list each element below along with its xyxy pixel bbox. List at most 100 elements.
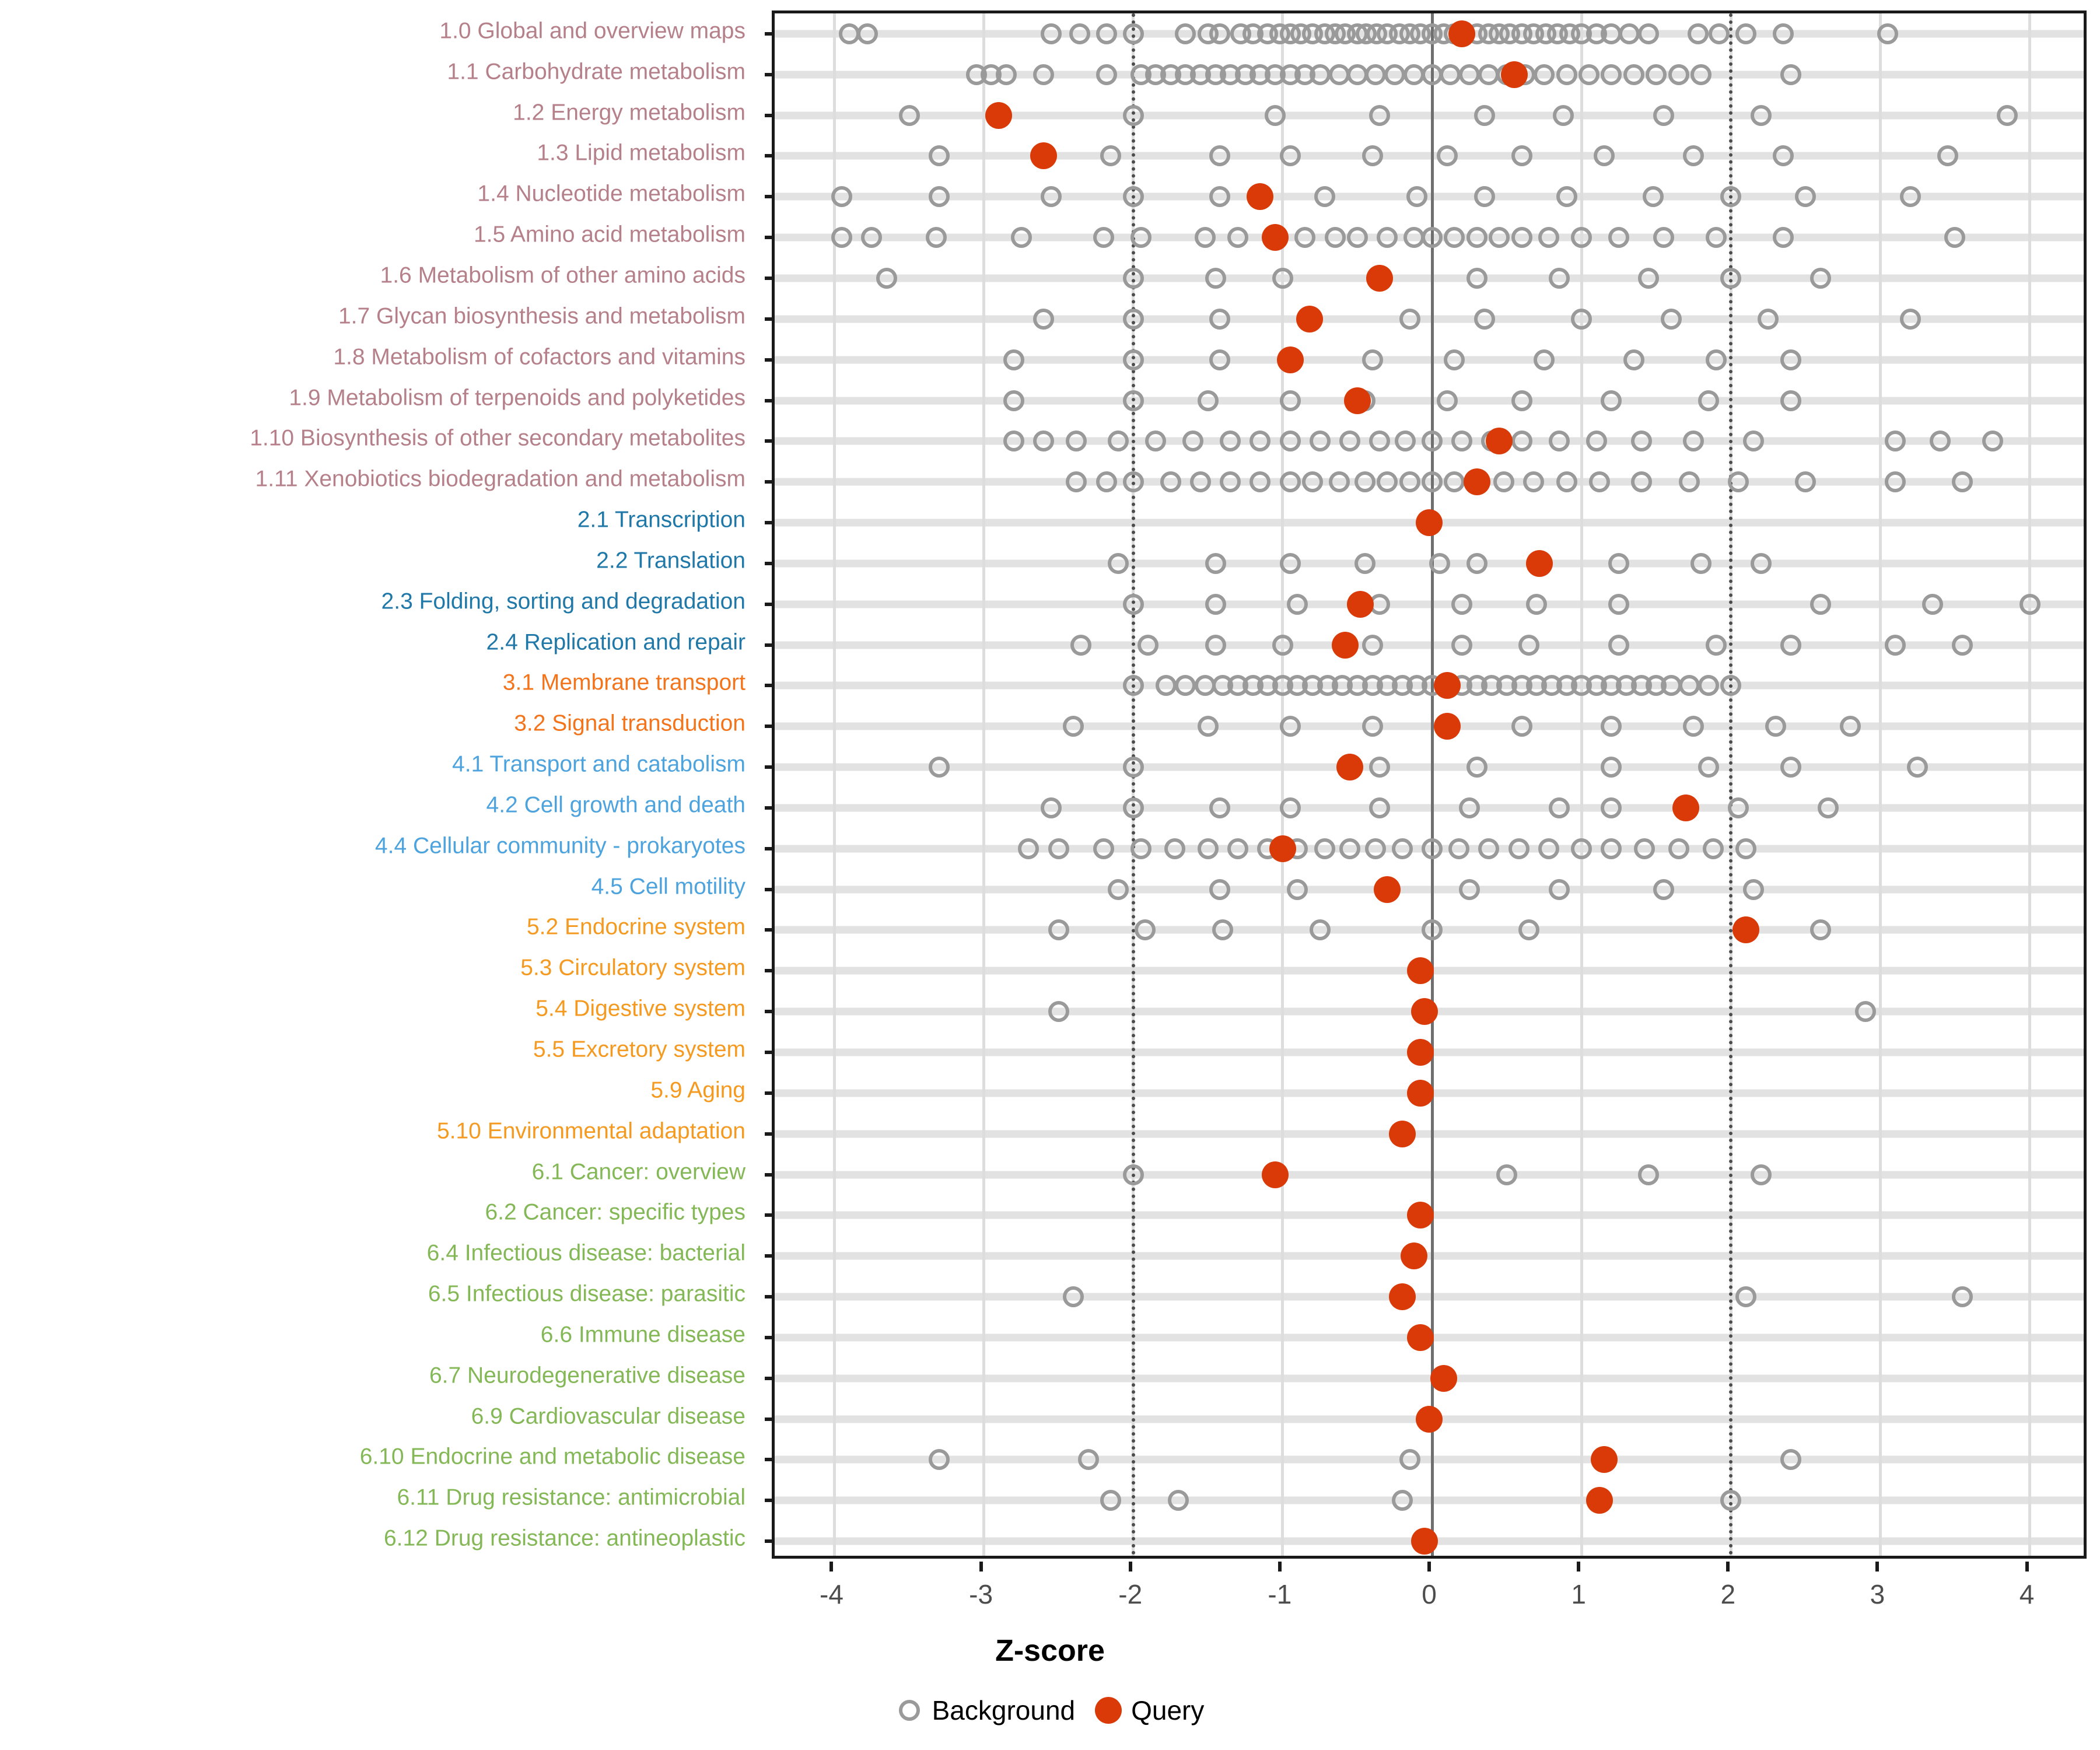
row-gridline [775, 274, 2084, 282]
y-axis-label: 5.10 Environmental adaptation [436, 1118, 746, 1144]
background-point [1810, 267, 1831, 289]
y-axis-tick [765, 1417, 775, 1421]
background-point [1466, 267, 1488, 289]
background-point [1511, 716, 1532, 737]
background-point [1817, 797, 1839, 818]
y-axis-tick [765, 1539, 775, 1544]
background-point [1018, 838, 1040, 859]
background-point [1638, 23, 1660, 44]
background-point [1601, 757, 1622, 778]
background-point [1272, 634, 1293, 656]
background-point [1399, 471, 1420, 493]
y-axis-label: 4.4 Cellular community - prokaryotes [374, 833, 746, 859]
background-point [1952, 1286, 1973, 1308]
background-point [1588, 471, 1610, 493]
background-point [1780, 634, 1801, 656]
y-axis-label: 2.3 Folding, sorting and degradation [381, 589, 746, 614]
x-axis-tick [1577, 1562, 1581, 1572]
background-point [1369, 797, 1391, 818]
query-point [1374, 876, 1401, 903]
query-point [1276, 346, 1304, 373]
background-point [1638, 267, 1660, 289]
background-point [1466, 552, 1488, 574]
y-axis-tick [765, 195, 775, 199]
y-axis-tick [765, 276, 775, 280]
background-point [1209, 145, 1231, 167]
background-point [1466, 757, 1488, 778]
background-point [1122, 471, 1144, 493]
background-point [1205, 593, 1226, 615]
background-point [1683, 716, 1704, 737]
y-axis-label: 1.3 Lipid metabolism [537, 140, 746, 166]
background-point [1227, 838, 1249, 859]
background-point [1324, 227, 1346, 249]
background-point [1795, 471, 1817, 493]
y-axis-tick [765, 154, 775, 158]
background-point [1197, 838, 1219, 859]
x-axis-tick-label: -1 [1268, 1579, 1292, 1609]
background-point [1279, 471, 1301, 493]
background-point [1489, 227, 1510, 249]
query-point [1406, 1324, 1434, 1351]
background-point [1422, 919, 1443, 941]
background-point [1511, 390, 1532, 411]
background-point [1556, 64, 1577, 85]
y-axis-tick [765, 398, 775, 402]
y-axis-label: 2.4 Replication and repair [486, 629, 746, 655]
background-point [1553, 104, 1574, 126]
y-axis-tick [765, 1458, 775, 1462]
background-point [928, 186, 950, 208]
x-axis-tick-label: 4 [2019, 1579, 2035, 1609]
y-axis-label: 6.7 Neurodegenerative disease [429, 1363, 746, 1388]
background-point [1735, 1286, 1756, 1308]
background-point [1100, 145, 1122, 167]
background-point [1309, 430, 1331, 452]
background-point [1212, 919, 1234, 941]
background-point [1668, 838, 1689, 859]
background-point [1130, 838, 1152, 859]
y-axis-tick [765, 1213, 775, 1217]
y-axis-label: 5.3 Circulatory system [520, 955, 746, 981]
y-axis-tick [765, 765, 775, 769]
background-point [1608, 227, 1630, 249]
background-point [1548, 430, 1570, 452]
background-point [1429, 552, 1450, 574]
background-point [1608, 552, 1630, 574]
background-point [1643, 186, 1664, 208]
background-point [1048, 919, 1069, 941]
background-point [1937, 145, 1958, 167]
query-point [1388, 1120, 1416, 1147]
background-point [1048, 838, 1069, 859]
background-point [1329, 471, 1350, 493]
background-point [1354, 552, 1376, 574]
y-axis-label: 6.10 Endocrine and metabolic disease [359, 1444, 746, 1469]
y-axis-label: 3.1 Membrane transport [502, 670, 746, 695]
query-point [1262, 1161, 1289, 1188]
background-point [1750, 1164, 1772, 1185]
y-axis-tick [765, 317, 775, 321]
background-point [1175, 23, 1196, 44]
query-point [1586, 1487, 1613, 1514]
row-gridline [775, 315, 2084, 323]
legend-item-background: Background [896, 1695, 1075, 1726]
background-point [1571, 838, 1592, 859]
y-axis-label: 4.2 Cell growth and death [486, 792, 746, 818]
background-point [1885, 634, 1906, 656]
background-point [1720, 186, 1742, 208]
background-point [1720, 1490, 1742, 1511]
background-point [1439, 64, 1461, 85]
background-point [1660, 308, 1682, 330]
background-point [1122, 349, 1144, 370]
y-axis-tick [765, 358, 775, 362]
background-point [1077, 1449, 1099, 1471]
background-point [1705, 634, 1727, 656]
background-point [1646, 64, 1667, 85]
query-point [1411, 998, 1438, 1026]
background-point [1377, 227, 1398, 249]
background-point [1197, 716, 1219, 737]
query-point [1590, 1446, 1618, 1474]
row-gridline [775, 1496, 2084, 1504]
background-point [1309, 64, 1331, 85]
background-point [1772, 145, 1794, 167]
row-gridline [775, 111, 2084, 120]
